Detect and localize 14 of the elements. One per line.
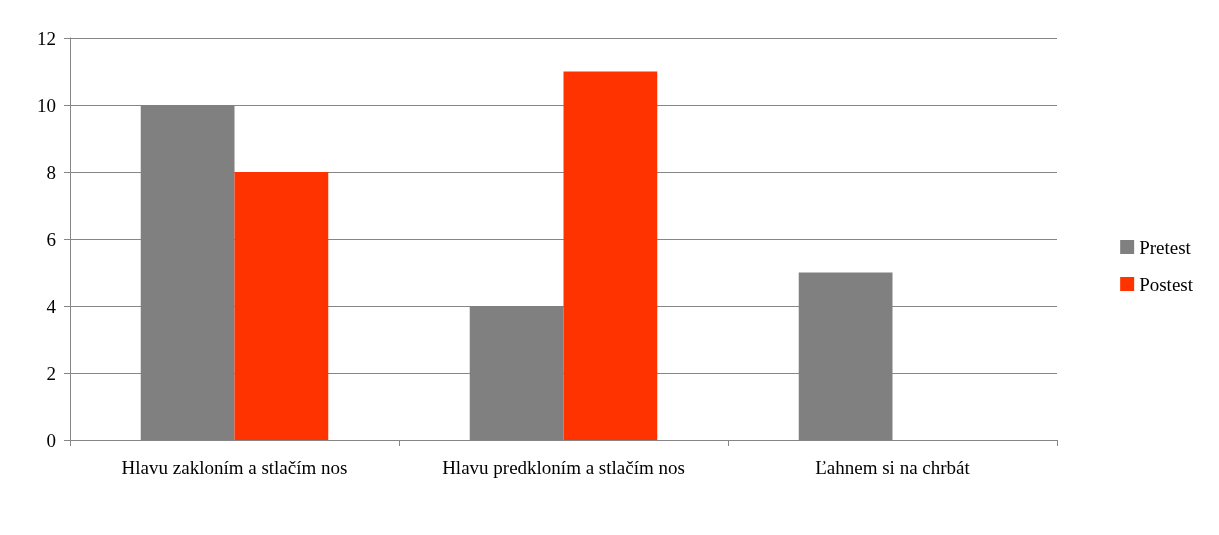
y-tick-label: 10 bbox=[37, 94, 56, 116]
legend-label: Postest bbox=[1139, 273, 1194, 295]
y-tick-label: 2 bbox=[46, 362, 56, 384]
x-tick-label: Hlavu zakloním a stlačím nos bbox=[121, 456, 348, 478]
y-tick-label: 6 bbox=[46, 228, 56, 250]
y-tick-label: 4 bbox=[46, 295, 57, 317]
y-tick-label: 12 bbox=[37, 27, 56, 49]
legend-label: Pretest bbox=[1139, 236, 1192, 258]
y-tick-label: 0 bbox=[46, 429, 56, 451]
y-tick-label: 8 bbox=[46, 161, 56, 183]
x-tick-label: Hlavu predkloním a stlačím nos bbox=[442, 456, 685, 478]
bar bbox=[234, 172, 329, 440]
bar bbox=[563, 71, 658, 440]
x-tick-label: Ľahnem si na chrbát bbox=[815, 456, 971, 478]
